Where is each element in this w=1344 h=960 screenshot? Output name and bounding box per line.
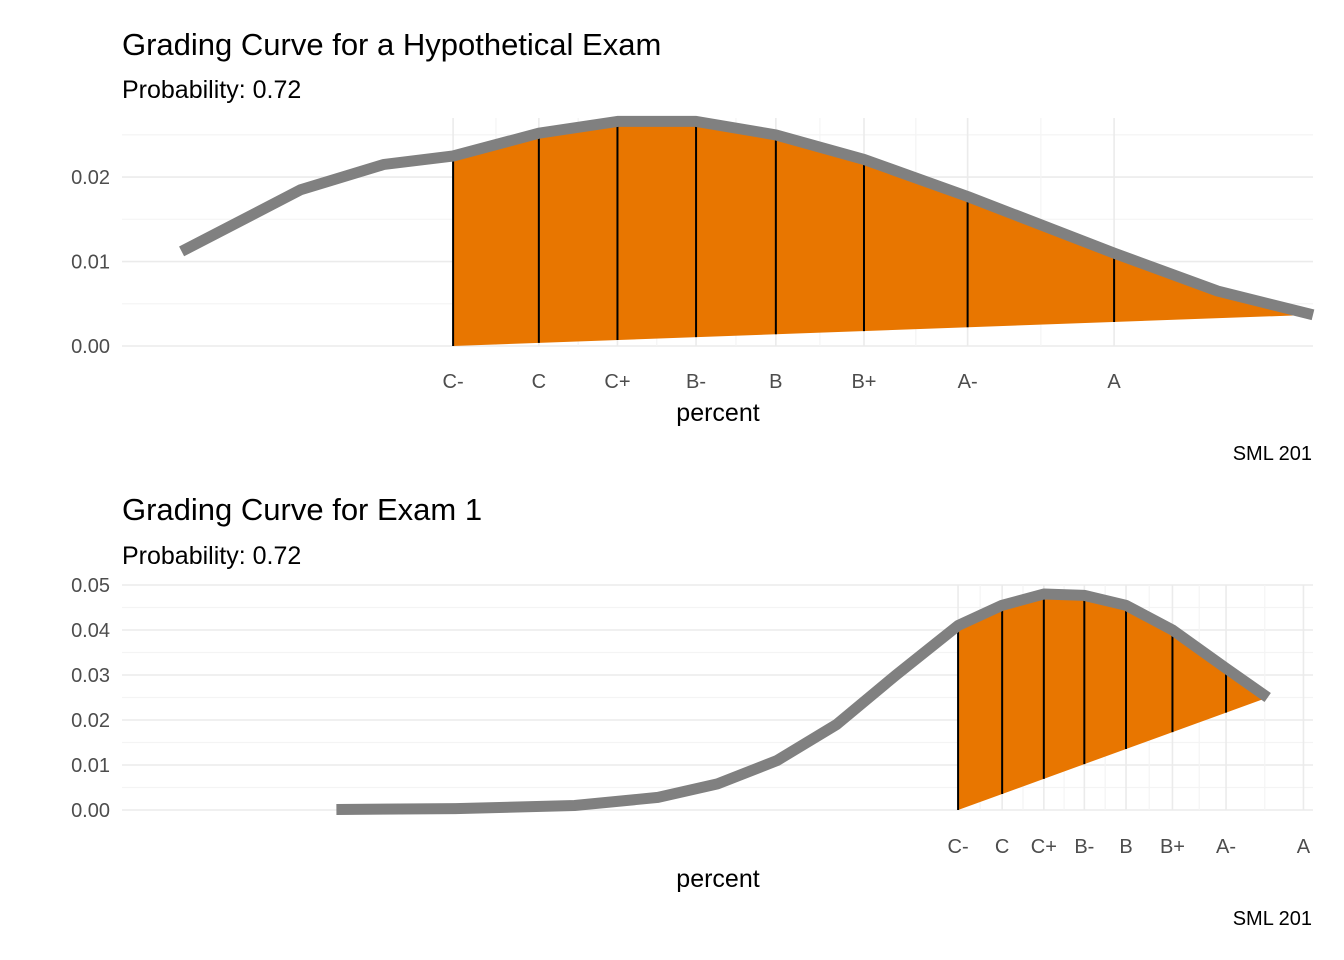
chart-caption: SML 201	[1233, 908, 1312, 930]
x-axis-label: percent	[676, 865, 759, 893]
density-curve	[336, 588, 1271, 815]
x-axis-ticks: C- C C+ B- B B+ A- A	[948, 836, 1311, 858]
x-tick-label: B-	[1074, 836, 1094, 858]
y-tick-label: 0.05	[71, 575, 110, 597]
y-tick-label: 0.02	[71, 710, 110, 732]
x-axis-ticks: C- C C+ B- B B+ A- A	[443, 371, 1122, 393]
chart-subtitle: Probability: 0.72	[122, 76, 301, 104]
x-tick-label: B+	[1160, 836, 1185, 858]
panel-exam-1: Grading Curve for Exam 1 Probability: 0.…	[71, 492, 1313, 930]
y-tick-label: 0.00	[71, 800, 110, 822]
x-axis-label: percent	[676, 399, 759, 427]
x-tick-label: C-	[443, 371, 464, 393]
shaded-area	[958, 594, 1268, 810]
chart-caption: SML 201	[1233, 443, 1312, 465]
y-tick-label: 0.00	[71, 336, 110, 358]
density-curve-line	[179, 115, 1315, 321]
chart-title: Grading Curve for a Hypothetical Exam	[122, 27, 661, 62]
probability-area	[453, 121, 1313, 346]
x-tick-label: C+	[604, 371, 630, 393]
x-tick-label: C	[532, 371, 546, 393]
y-tick-label: 0.03	[71, 665, 110, 687]
x-tick-label: A-	[1216, 836, 1236, 858]
y-tick-label: 0.02	[71, 167, 110, 189]
x-tick-label: B	[1119, 836, 1132, 858]
y-tick-label: 0.04	[71, 620, 110, 642]
chart-subtitle: Probability: 0.72	[122, 542, 301, 570]
y-axis-ticks: 0.00 0.01 0.02 0.03 0.04 0.05	[71, 575, 110, 822]
y-axis-ticks: 0.00 0.01 0.02	[71, 167, 110, 358]
grade-cutoff-lines	[957, 594, 1228, 810]
x-tick-label: A-	[958, 371, 978, 393]
x-tick-label: C-	[948, 836, 969, 858]
x-tick-label: B-	[686, 371, 706, 393]
x-tick-label: A	[1297, 836, 1311, 858]
density-curve-line	[336, 588, 1271, 815]
panel-hypothetical-exam: Grading Curve for a Hypothetical Exam Pr…	[71, 27, 1315, 465]
x-tick-label: A	[1107, 371, 1121, 393]
chart-title: Grading Curve for Exam 1	[122, 492, 482, 527]
grade-cutoff-lines	[452, 121, 1116, 346]
x-tick-label: C	[995, 836, 1009, 858]
y-tick-label: 0.01	[71, 755, 110, 777]
shaded-area	[453, 121, 1313, 346]
x-tick-label: B	[769, 371, 782, 393]
probability-area	[958, 594, 1268, 810]
x-tick-label: B+	[851, 371, 876, 393]
x-tick-label: C+	[1031, 836, 1057, 858]
density-curve	[179, 115, 1315, 321]
y-tick-label: 0.01	[71, 252, 110, 274]
